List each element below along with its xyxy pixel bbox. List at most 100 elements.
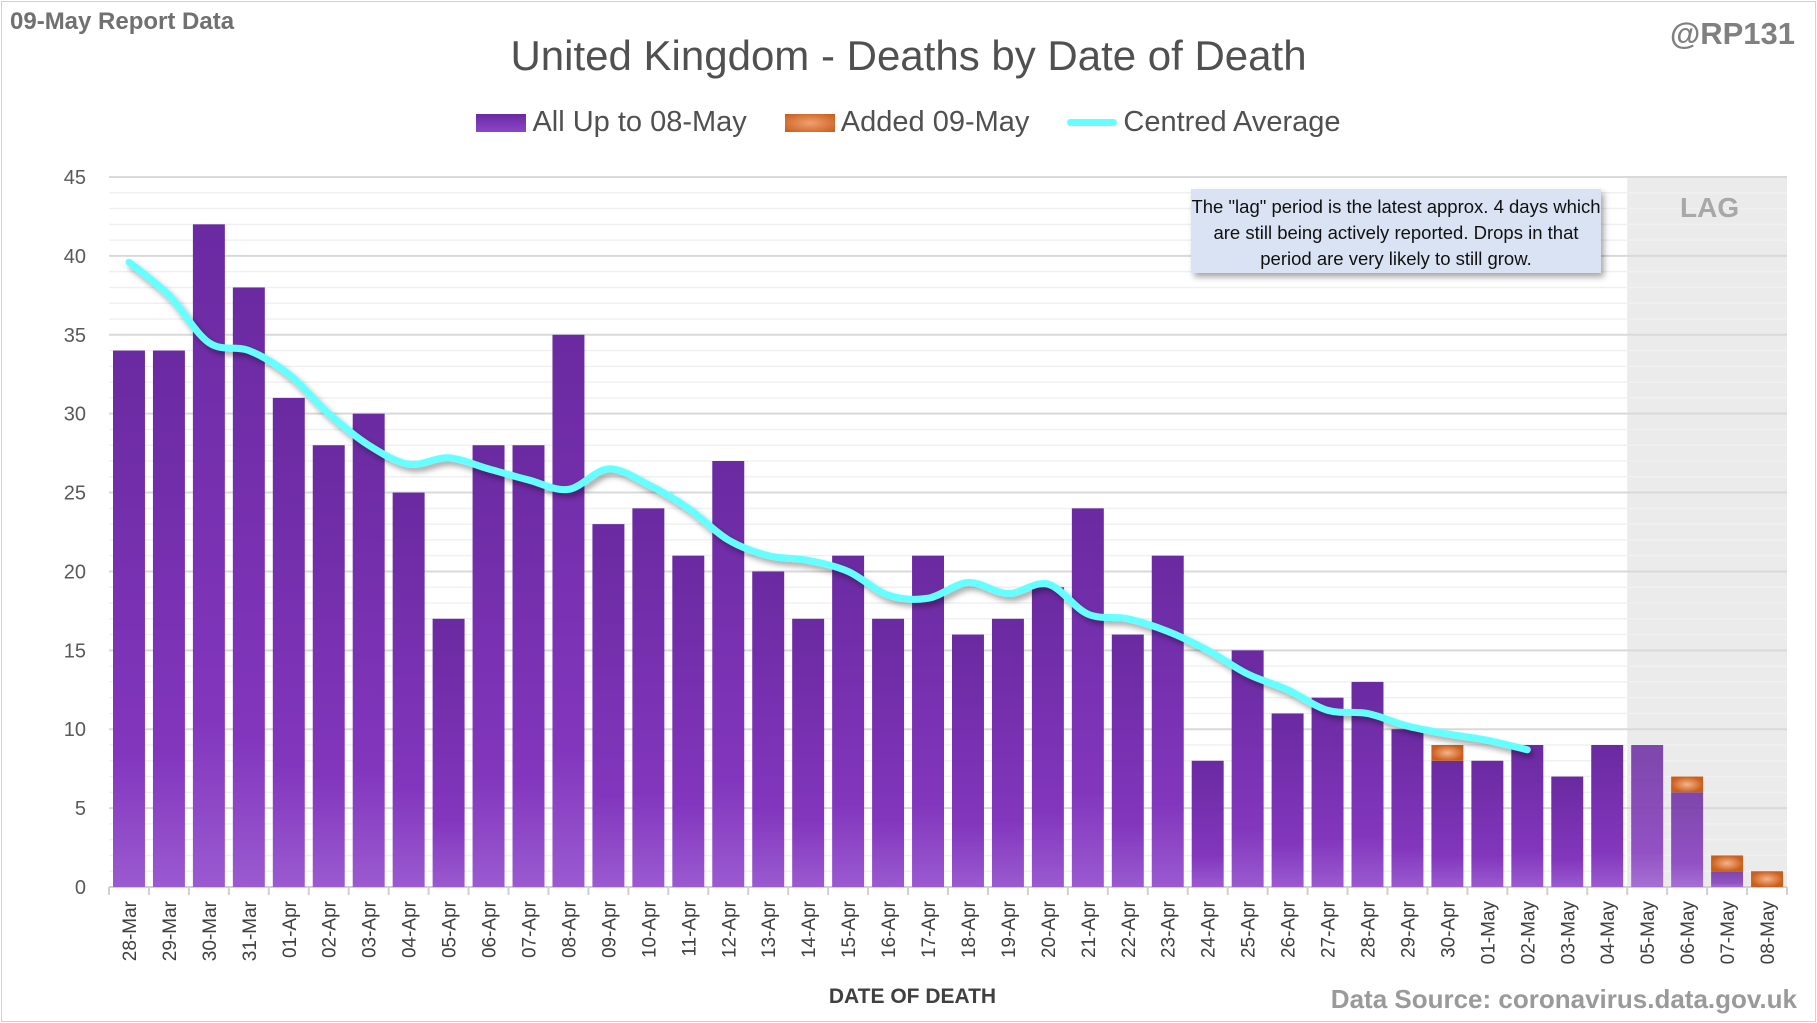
x-tick-label: 07-May <box>1718 901 1739 965</box>
bar-base <box>1311 697 1344 887</box>
legend-swatch-base <box>476 113 527 132</box>
x-tick-label: 09-Apr <box>599 900 620 958</box>
x-tick-label: 08-Apr <box>559 900 580 958</box>
bar-base <box>1591 745 1624 887</box>
centred-average-line <box>125 258 1531 754</box>
legend-item-base: All Up to 08-May <box>476 106 747 139</box>
x-tick-label: 06-Apr <box>480 900 501 958</box>
x-tick-label: 01-May <box>1478 901 1499 965</box>
bar-base <box>592 524 625 887</box>
chart-title: United Kingdom - Deaths by Date of Death <box>510 32 1307 79</box>
x-tick-label: 24-Apr <box>1199 900 1220 958</box>
bar-added <box>1671 776 1704 793</box>
bar-base <box>752 571 785 887</box>
x-tick-label: 15-Apr <box>839 900 860 958</box>
y-tick-label: 10 <box>64 719 86 741</box>
bar-base <box>312 445 345 887</box>
bar-base <box>1031 587 1064 887</box>
x-tick-label: 30-Mar <box>200 900 221 961</box>
y-tick-label: 45 <box>64 167 86 189</box>
x-tick-label: 23-Apr <box>1159 900 1180 958</box>
bar-base <box>832 555 865 887</box>
bar-base <box>232 287 265 887</box>
legend-label-base: All Up to 08-May <box>532 106 747 138</box>
x-tick-label: 03-May <box>1558 901 1579 965</box>
x-tick-label: 05-Apr <box>440 900 461 958</box>
x-tick-label: 10-Apr <box>639 900 660 958</box>
bar-base <box>1671 792 1704 887</box>
bar-base <box>1191 760 1224 887</box>
bar-base <box>1711 871 1744 887</box>
x-tick-label: 04-May <box>1598 901 1619 965</box>
x-tick-label: 28-Apr <box>1359 900 1380 958</box>
y-tick-label: 5 <box>75 798 86 820</box>
bar-base <box>1111 634 1144 887</box>
legend: All Up to 08-May Added 09-May Centred Av… <box>0 106 1817 139</box>
x-tick-label: 11-Apr <box>679 900 700 956</box>
x-tick-label: 29-Mar <box>160 900 181 961</box>
legend-swatch-average <box>1067 119 1118 126</box>
x-tick-label: 02-Apr <box>320 900 341 958</box>
bar-base <box>392 492 425 887</box>
bar-base <box>672 555 705 887</box>
data-source: Data Source: coronavirus.data.gov.uk <box>1330 984 1797 1014</box>
x-tick-label: 12-Apr <box>719 900 740 958</box>
bar-base <box>792 618 825 887</box>
legend-label-added: Added 09-May <box>840 106 1030 138</box>
bar-base <box>991 618 1024 887</box>
x-tick-label: 22-Apr <box>1119 900 1140 958</box>
bar-base <box>712 461 745 887</box>
x-tick-label: 25-Apr <box>1239 900 1260 958</box>
x-tick-label: 05-May <box>1638 901 1659 965</box>
bar-added <box>1431 745 1464 761</box>
bar-base <box>1431 760 1464 887</box>
x-tick-label: 06-May <box>1678 901 1699 965</box>
x-tick-label: 19-Apr <box>999 900 1020 958</box>
x-tick-label: 27-Apr <box>1319 900 1340 958</box>
x-tick-label: 01-Apr <box>280 900 301 958</box>
author-handle: @RP131 <box>1669 16 1795 51</box>
x-tick-label: 03-Apr <box>360 900 381 958</box>
x-tick-label: 30-Apr <box>1438 900 1459 958</box>
x-tick-label: 26-Apr <box>1279 900 1300 958</box>
x-tick-label: 16-Apr <box>879 900 900 958</box>
bar-base <box>552 334 585 887</box>
x-tick-label: 20-Apr <box>1039 900 1060 958</box>
bar-base <box>272 397 305 887</box>
legend-swatch-added <box>784 113 835 132</box>
bar-base <box>1511 745 1544 887</box>
legend-item-average: Centred Average <box>1067 106 1341 139</box>
bar-base <box>432 618 465 887</box>
x-tick-label: 02-May <box>1518 901 1539 965</box>
bar-base <box>1071 508 1104 887</box>
lag-note: The "lag" period is the latest approx. 4… <box>1191 189 1601 273</box>
bar-base <box>352 413 385 887</box>
legend-item-added: Added 09-May <box>784 106 1030 139</box>
x-tick-label: 13-Apr <box>759 900 780 958</box>
y-tick-label: 20 <box>64 561 86 583</box>
y-tick-label: 35 <box>64 325 86 347</box>
bar-base <box>951 634 984 887</box>
bar-base <box>1391 729 1424 887</box>
x-tick-label: 07-Apr <box>520 900 541 958</box>
lag-label: LAG <box>1680 192 1740 223</box>
bar-base <box>632 508 665 887</box>
y-tick-label: 15 <box>64 640 86 662</box>
bar-base <box>472 445 505 887</box>
y-tick-label: 0 <box>75 877 86 899</box>
x-tick-label: 08-May <box>1758 901 1779 965</box>
y-tick-label: 40 <box>64 246 86 268</box>
bar-base <box>152 350 185 887</box>
x-tick-label: 28-Mar <box>120 900 141 961</box>
x-axis-label: DATE OF DEATH <box>828 985 997 1008</box>
bar-base <box>512 445 545 887</box>
x-tick-label: 31-Mar <box>240 900 261 961</box>
x-tick-label: 17-Apr <box>919 900 940 958</box>
x-tick-label: 21-Apr <box>1079 900 1100 958</box>
x-tick-label: 04-Apr <box>400 900 421 958</box>
bar-base <box>912 555 945 887</box>
bar-base <box>112 350 145 887</box>
bar-base <box>1231 650 1264 887</box>
